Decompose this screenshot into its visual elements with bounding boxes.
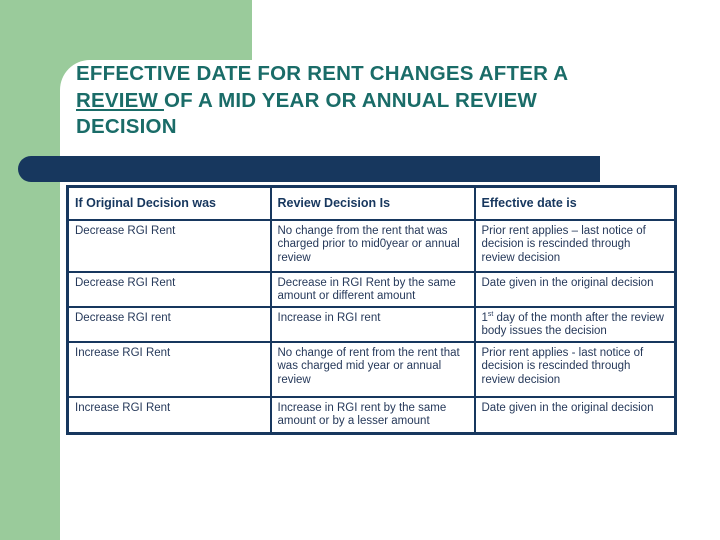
slide-title: EFFECTIVE DATE FOR RENT CHANGES AFTER A … (76, 61, 716, 141)
header-review-decision: Review Decision Is (269, 185, 476, 221)
title-line-2: OF A MID YEAR OR ANNUAL REVIEW (163, 88, 538, 112)
table-cell: Increase in RGI rent by the same amount … (269, 395, 476, 435)
header-effective-date: Effective date is (473, 185, 677, 221)
table-cell: 1st day of the month after the review bo… (473, 305, 677, 343)
title-divider-bar (18, 156, 600, 182)
table-cell: Decrease RGI Rent (66, 218, 272, 273)
table-cell: No change of rent from the rent that was… (269, 340, 476, 398)
table-cell: Increase in RGI rent (269, 305, 476, 343)
header-original-decision: If Original Decision was (66, 185, 272, 221)
table-cell: Date given in the original decision (473, 395, 677, 435)
table-row: Increase RGI Rent No change of rent from… (66, 340, 677, 398)
table-row: Decrease RGI Rent Decrease in RGI Rent b… (66, 270, 677, 308)
decision-table: If Original Decision was Review Decision… (66, 185, 677, 435)
table-row: Increase RGI Rent Increase in RGI rent b… (66, 395, 677, 435)
title-line-3: DECISION (76, 115, 177, 138)
table-cell-text: day of the month after the review body i… (481, 311, 664, 338)
title-line-1: EFFECTIVE DATE FOR RENT CHANGES AFTER A (76, 62, 569, 85)
table-cell: Decrease in RGI Rent by the same amount … (269, 270, 476, 308)
table-header-row: If Original Decision was Review Decision… (66, 185, 677, 221)
table-cell: Prior rent applies – last notice of deci… (473, 218, 677, 273)
ordinal-suffix: st (487, 310, 494, 318)
table-cell: Prior rent applies - last notice of deci… (473, 340, 677, 398)
left-accent-bar (0, 0, 60, 540)
ordinal-number: 1 (481, 311, 488, 324)
table-cell: No change from the rent that was charged… (269, 218, 476, 273)
table-cell: Decrease RGI rent (66, 305, 272, 343)
table-cell: Date given in the original decision (473, 270, 677, 308)
title-underlined-word: REVIEW (76, 88, 164, 112)
table-row: Decrease RGI rent Increase in RGI rent 1… (66, 305, 677, 343)
table-cell: Decrease RGI Rent (66, 270, 272, 308)
table-cell: Increase RGI Rent (66, 395, 272, 435)
table-row: Decrease RGI Rent No change from the ren… (66, 218, 677, 273)
table-cell: Increase RGI Rent (66, 340, 272, 398)
